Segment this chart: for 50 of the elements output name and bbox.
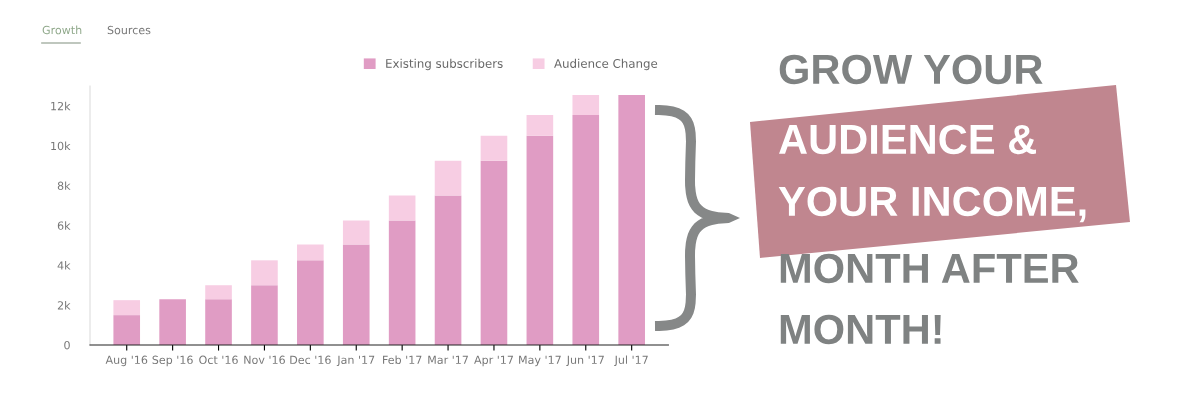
text: MONTH! — [780, 314, 941, 345]
bar — [251, 260, 278, 286]
legend-label: Existing subscribers — [386, 58, 503, 71]
bar — [434, 195, 462, 345]
bar — [572, 114, 600, 345]
bar — [205, 299, 232, 345]
bar — [572, 94, 600, 115]
text: GROW YOUR — [779, 54, 1043, 85]
y-tick-label: 2k — [57, 300, 71, 310]
bar — [113, 315, 141, 345]
text: YOUR INCOME, — [778, 186, 1086, 223]
x-tick-label: Apr '17 — [474, 355, 513, 367]
bar — [342, 220, 370, 245]
legend-label: Audience Change — [554, 58, 658, 71]
x-tick-label: Jul '17 — [614, 355, 648, 367]
bar — [159, 299, 186, 345]
y-tick-label: 8k — [57, 181, 71, 190]
x-tick-label: Nov '16 — [244, 355, 285, 365]
bar — [480, 135, 508, 161]
x-tick-label: Sep '16 — [152, 355, 193, 367]
x-tick-label: Dec '16 — [290, 355, 331, 365]
bar — [618, 94, 645, 345]
bar — [388, 195, 416, 221]
x-tick-label: Jan '17 — [336, 355, 375, 367]
x-tick-label: Jun '17 — [566, 355, 604, 367]
bar — [526, 114, 554, 136]
x-tick-label: Aug '16 — [105, 355, 148, 367]
bar — [297, 260, 324, 345]
bar — [526, 135, 554, 345]
x-tick-label: May '17 — [519, 355, 561, 367]
bar — [434, 160, 462, 196]
text: Growth — [42, 25, 82, 35]
bar — [113, 300, 141, 316]
bar — [342, 244, 370, 345]
bar — [251, 285, 278, 345]
bar — [388, 220, 416, 345]
bar — [205, 285, 232, 300]
y-tick-label: 0 — [64, 340, 70, 350]
y-tick-label: 10k — [51, 141, 71, 151]
y-tick-label: 6k — [57, 221, 71, 230]
y-tick-label: 4k — [57, 261, 71, 270]
x-tick-label: Oct '16 — [199, 355, 238, 365]
text: Sources — [107, 25, 151, 35]
x-tick-label: Feb '17 — [383, 355, 422, 365]
bar — [480, 160, 508, 345]
text: MONTH AFTER — [780, 253, 1079, 284]
text: AUDIENCE & — [779, 124, 1036, 155]
y-tick-label: 12k — [51, 101, 71, 111]
bar — [297, 244, 324, 261]
x-tick-label: Mar '17 — [428, 355, 468, 365]
